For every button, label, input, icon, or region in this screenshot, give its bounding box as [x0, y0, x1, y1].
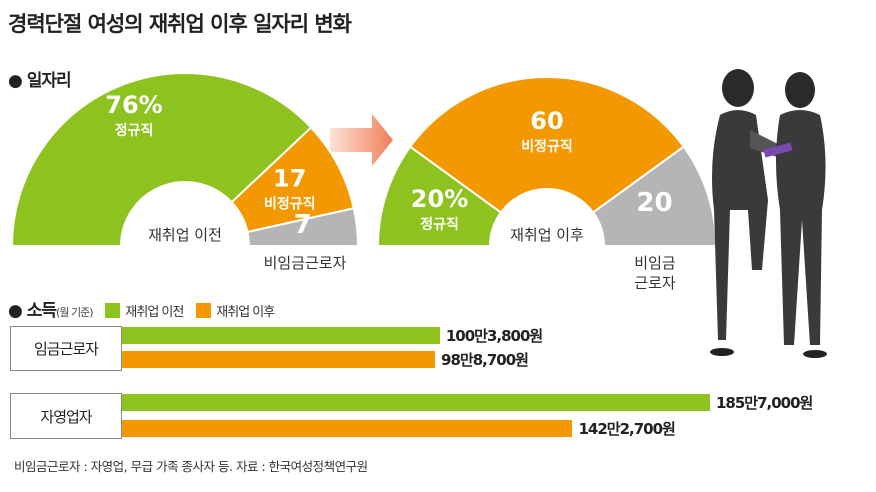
legend-swatch-after: [196, 303, 212, 318]
income-value-label: 142만2,700원: [578, 420, 675, 438]
income-bar: [122, 420, 573, 437]
legend-label-before: 재취업 이전: [125, 305, 184, 320]
slice-value-label: 76%: [105, 91, 162, 119]
legend-swatch-before: [105, 303, 121, 318]
slice-category-label: 정규직: [115, 122, 154, 139]
income-basis-label: (월 기준): [56, 306, 93, 319]
source-note: 비임금근로자 : 자영업, 무급 가족 종사자 등. 자료 : 한국여성정책연구…: [14, 459, 368, 474]
slice-value-label: 7: [294, 210, 312, 240]
donut-center-label: 재취업 이후: [510, 226, 584, 244]
income-value-label: 100만3,800원: [445, 327, 543, 345]
slice-category-label: 비임금근로자: [264, 254, 347, 272]
income-value-label: 98만8,700원: [441, 351, 529, 369]
category-label-wage-workers: 임금근로자: [10, 326, 122, 371]
donut-center-label: 재취업 이전: [148, 226, 222, 244]
income-bar: [122, 351, 436, 368]
donut-slice-0: [10, 71, 313, 247]
page-title: 경력단절 여성의 재취업 이후 일자리 변화: [8, 12, 352, 36]
slice-category-label: 비정규직: [521, 138, 573, 155]
slice-category-label: 근로자: [634, 274, 676, 292]
arrow-icon: [330, 114, 393, 166]
slice-value-label: 17: [273, 165, 306, 193]
jobs-section-label: 일자리: [26, 71, 72, 91]
income-section-heading: ● 소득(월 기준) 재취업 이전 재취업 이후: [8, 301, 275, 321]
donut-slice-2: [246, 207, 360, 247]
category-label-self-employed: 자영업자: [10, 393, 122, 439]
legend-label-after: 재취업 이후: [216, 305, 275, 320]
slice-value-label: 60: [530, 107, 563, 135]
women-illustration: [710, 69, 827, 358]
donut-slice-1: [408, 76, 686, 214]
income-value-label: 185만7,000원: [716, 394, 813, 412]
slice-value-label: 20%: [411, 185, 468, 213]
slice-category-label: 비정규직: [264, 196, 316, 213]
jobs-section-heading: ● 일자리: [8, 71, 72, 91]
income-bar: [122, 394, 710, 411]
income-section-label: 소득: [26, 301, 57, 321]
income-bar: [122, 327, 440, 344]
slice-category-label: 정규직: [420, 216, 459, 233]
slice-value-label: 20: [636, 188, 672, 218]
slice-category-label: 비임금: [634, 254, 676, 272]
